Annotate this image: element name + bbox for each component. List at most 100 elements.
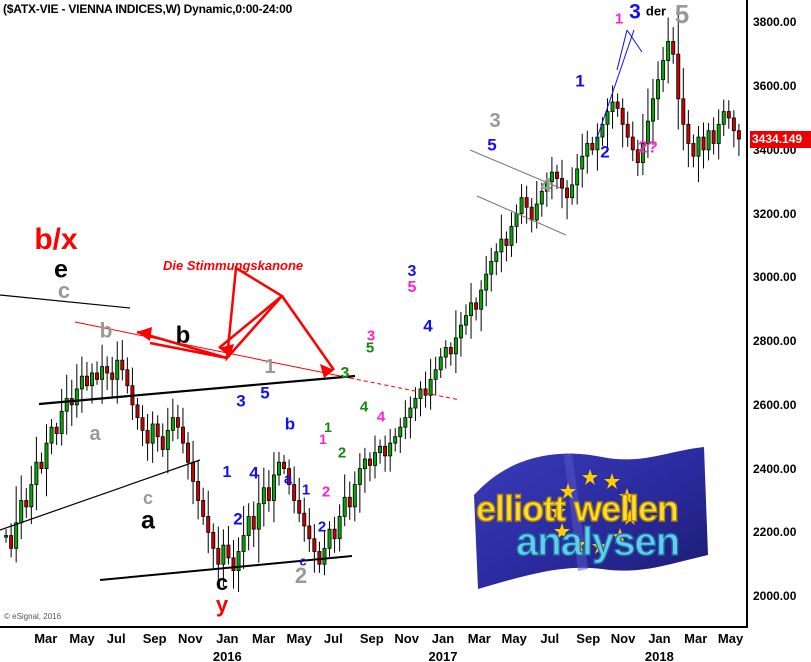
- candle-body: [307, 525, 312, 540]
- candle-body: [610, 101, 615, 112]
- price-tick-2600-00: 2600.00: [753, 397, 797, 412]
- label-4-blue: 4: [249, 463, 259, 483]
- time-axis[interactable]: Mar May Jul Sep Nov Jan 2016 Mar May Jul Sep Nov Jan…: [0, 628, 748, 662]
- candle-body: [4, 535, 9, 538]
- label-3-blue: 3: [236, 391, 246, 411]
- last-price-tag: 3434.149: [750, 130, 811, 148]
- candle-body: [620, 107, 625, 125]
- label-c-gray-top: c: [57, 278, 71, 303]
- candle-body: [180, 426, 185, 444]
- time-tick-11: Jan: [431, 631, 455, 646]
- candle-body: [494, 251, 499, 262]
- candle-body: [570, 184, 575, 199]
- label-3-green: 3: [340, 365, 350, 382]
- candle-body: [90, 372, 94, 387]
- candle-body: [585, 143, 590, 157]
- candle-body: [383, 445, 388, 457]
- candle-body: [175, 417, 180, 428]
- price-tick-3200-00: 3200.00: [753, 206, 797, 221]
- label-1-blue-b: 1: [301, 481, 311, 499]
- eu-flag-shape: [474, 447, 708, 589]
- label-4-green: 4: [359, 398, 369, 416]
- candle-body: [479, 289, 484, 310]
- label-der: der: [645, 3, 667, 19]
- candle-body: [170, 417, 175, 431]
- candle-body: [64, 398, 69, 412]
- candle-body: [39, 461, 44, 470]
- trendline-wedge-upper: [38, 374, 356, 406]
- candle-body: [428, 378, 433, 396]
- time-tick-10: Nov: [394, 631, 419, 646]
- candle-body: [236, 551, 241, 572]
- time-tick-17: Jan: [648, 631, 671, 646]
- time-tick-9: Sep: [359, 631, 384, 646]
- candle-body: [489, 261, 494, 275]
- candle-body: [453, 337, 458, 355]
- label-2-gray: 2: [294, 563, 308, 588]
- candle-body: [666, 41, 671, 61]
- candle-body: [504, 238, 509, 246]
- candle-body: [24, 500, 29, 508]
- candle-body: [731, 117, 736, 132]
- candle-body: [44, 442, 49, 470]
- time-tick-18: Mar: [684, 631, 708, 646]
- price-axis[interactable]: 3800.00 3600.00 3400.00 3200.00 3000.00 2800.…: [750, 0, 811, 628]
- candle-body: [322, 547, 327, 565]
- time-tick-19: May: [717, 631, 744, 646]
- candle-body: [327, 528, 332, 549]
- candle-body: [292, 484, 297, 501]
- candle-body: [367, 458, 372, 466]
- time-tick-1: May: [69, 631, 95, 646]
- candle-body: [524, 197, 529, 208]
- impulse-line-3: [626, 29, 643, 53]
- candle-body: [34, 461, 39, 485]
- label-1-green: 1: [324, 419, 332, 435]
- candle-body: [519, 197, 524, 214]
- brand-logo: elliott wellen analysen: [452, 443, 722, 618]
- candle-body: [373, 452, 377, 466]
- candle-body: [160, 436, 165, 450]
- label-2-green: 2: [337, 444, 347, 462]
- candle-body: [277, 461, 281, 476]
- label-y-red: y: [215, 592, 229, 617]
- candle-body: [206, 516, 211, 533]
- candle-body: [423, 388, 428, 396]
- candle-body: [317, 551, 322, 565]
- candle-body: [534, 203, 539, 221]
- candle-body: [79, 375, 84, 390]
- candle-body: [226, 544, 231, 559]
- candle-body: [378, 445, 383, 454]
- candle-body: [362, 458, 367, 470]
- trendline-upper-left: [0, 294, 131, 309]
- candle-body: [125, 369, 130, 387]
- candle-body: [458, 324, 463, 339]
- candle-body: [347, 496, 352, 508]
- candle-body: [575, 168, 580, 186]
- label-c-blue: c: [299, 553, 307, 569]
- candle-body: [165, 429, 170, 450]
- candle-body: [711, 130, 716, 144]
- label-3-blue-mid: 3: [407, 263, 417, 280]
- label-5-gray-top: 5: [674, 0, 690, 29]
- label-1-magenta: 1: [319, 431, 327, 447]
- impulse-line-2: [616, 29, 628, 71]
- candle-body: [115, 359, 120, 380]
- candle-body: [271, 474, 276, 501]
- annotation-arrow-right-head: [320, 364, 334, 378]
- copyright-notice: © eSignal, 2016: [4, 612, 62, 621]
- candle-body: [342, 496, 347, 517]
- candle-body: [231, 557, 236, 572]
- candle-body: [216, 547, 221, 565]
- candle-body: [726, 111, 731, 119]
- candle-body: [84, 375, 89, 387]
- candle-body: [630, 136, 635, 151]
- label-a-black: a: [141, 506, 155, 535]
- candle-body: [645, 120, 650, 144]
- candle-body: [388, 442, 393, 457]
- candle-body: [403, 417, 408, 428]
- candle-body: [393, 436, 398, 444]
- annotation-arrow-mid-shaft: [218, 295, 283, 349]
- candle-body: [443, 347, 448, 358]
- candle-body: [221, 544, 226, 565]
- label-5-blue: 5: [260, 383, 270, 403]
